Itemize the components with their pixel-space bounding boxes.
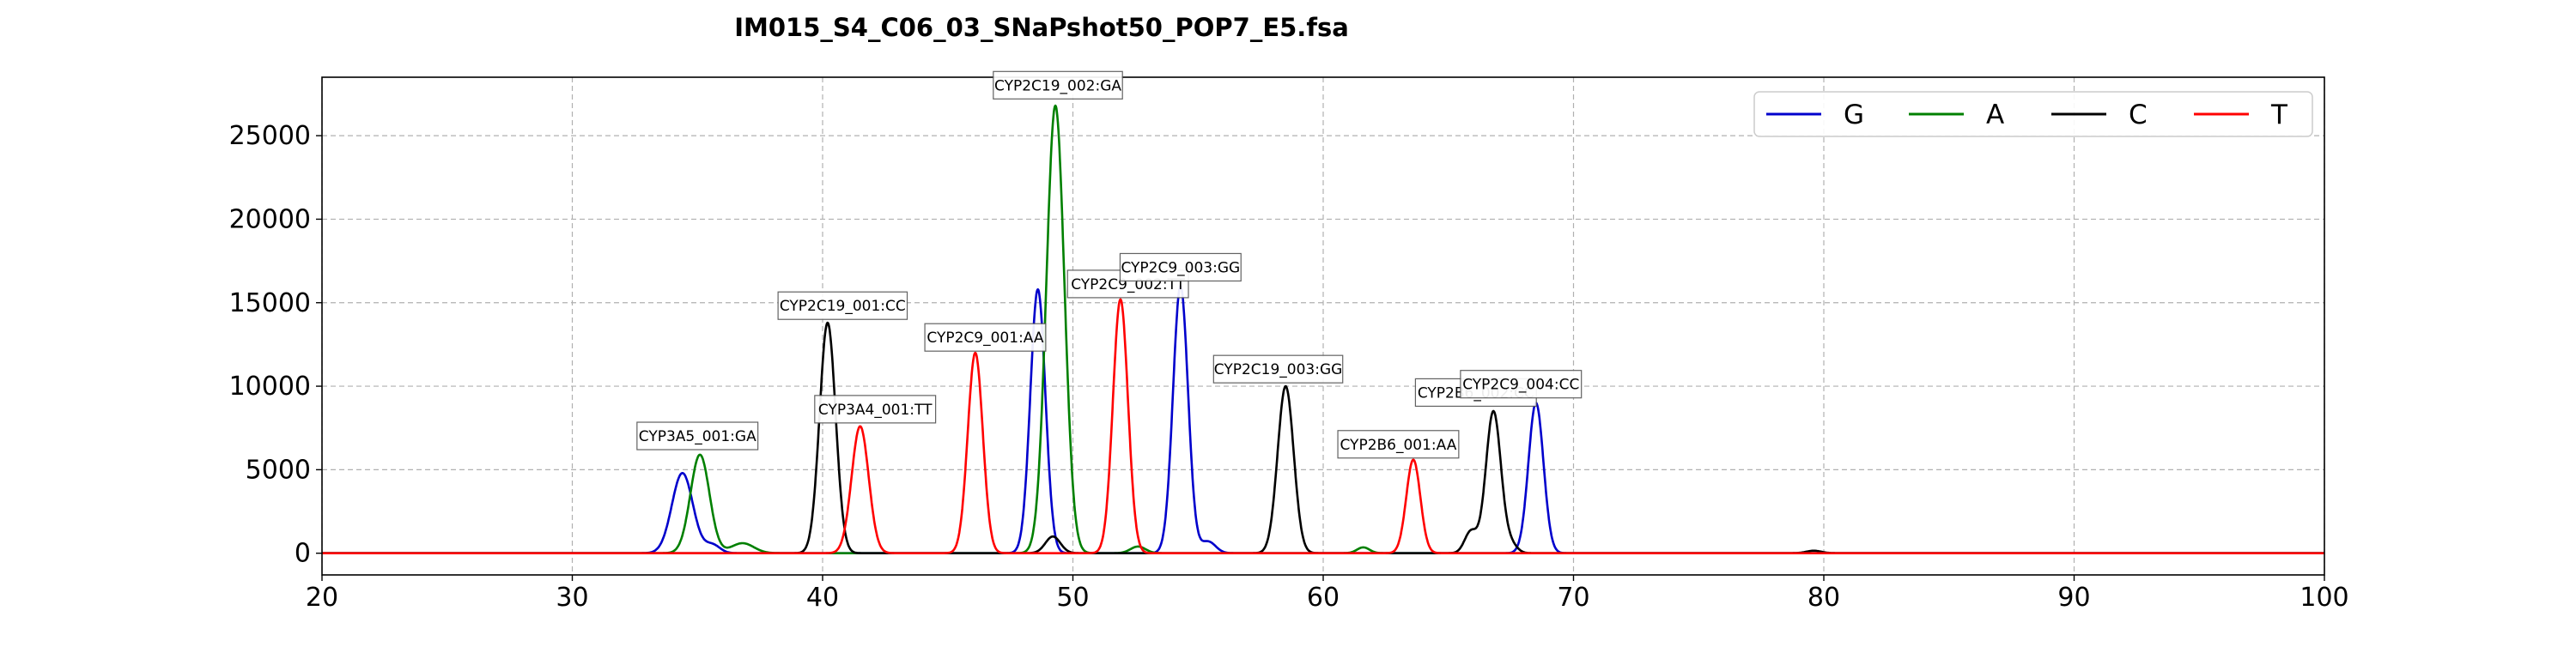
- x-tick-label: 90: [2057, 583, 2090, 613]
- peak-annotation: CYP2C9_004:CC: [1460, 370, 1583, 399]
- annotation-box: [814, 395, 937, 424]
- annotation-box: [1212, 354, 1344, 384]
- annotation-box: [636, 421, 759, 450]
- peak-annotation: CYP3A5_001:GA: [636, 421, 759, 450]
- series-line-T: [322, 298, 2324, 554]
- x-tick-label: 30: [556, 583, 588, 613]
- legend-label-C: C: [2129, 100, 2148, 130]
- y-tick-label: 25000: [229, 121, 311, 151]
- chart-title: IM015_S4_C06_03_SNaPshot50_POP7_E5.fsa: [734, 13, 1349, 42]
- annotation-box: [777, 291, 908, 320]
- peak-annotation: CYP2C19_002:GA: [993, 70, 1123, 100]
- x-tick-label: 50: [1056, 583, 1089, 613]
- annotation-label: CYP2C19_001:CC: [780, 298, 906, 315]
- y-tick-label: 20000: [229, 204, 311, 234]
- annotation-box: [1337, 430, 1460, 459]
- annotation-label: CYP2C9_001:AA: [927, 330, 1043, 347]
- annotation-layer: CYP3A5_001:GA CYP2C19_001:CC CYP3A4_001:TT…: [636, 70, 1583, 459]
- legend-label-T: T: [2270, 100, 2288, 130]
- peak-annotation: CYP3A4_001:TT: [814, 395, 937, 424]
- annotation-box: [993, 70, 1123, 100]
- annotation-label: CYP2C19_002:GA: [994, 77, 1121, 94]
- peak-annotation: CYP2C19_003:GG: [1212, 354, 1344, 384]
- annotation-label: CYP2C9_004:CC: [1462, 377, 1579, 394]
- y-tick-label: 0: [295, 539, 311, 569]
- annotation-label: CYP2B6_001:AA: [1340, 437, 1456, 454]
- y-tick-label: 5000: [246, 455, 311, 485]
- y-tick-label: 10000: [229, 372, 311, 402]
- annotation-label: CYP3A4_001:TT: [818, 402, 933, 419]
- x-tick-label: 20: [306, 583, 338, 613]
- legend-box: [1753, 91, 2313, 137]
- peak-annotation: CYP2C9_003:GG: [1119, 252, 1242, 282]
- series-layer: [322, 104, 2324, 554]
- peak-annotation: CYP2C9_001:AA: [924, 323, 1047, 352]
- annotation-box: [1460, 370, 1583, 399]
- x-tick-label: 60: [1307, 583, 1340, 613]
- legend-label-A: A: [1986, 100, 2004, 130]
- x-tick-label: 40: [806, 583, 839, 613]
- peak-annotation: CYP2B6_001:AA: [1337, 430, 1460, 459]
- y-tick-label: 15000: [229, 288, 311, 318]
- axis-layer: 20 30 40 50 60 70 80 90 100 0 5000 10000 15000 20000 2…: [229, 121, 2349, 613]
- legend-label-G: G: [1844, 100, 1864, 130]
- x-tick-label: 70: [1557, 583, 1589, 613]
- annotation-label: CYP3A5_001:GA: [639, 428, 756, 445]
- annotation-box: [924, 323, 1047, 352]
- x-tick-label: 100: [2300, 583, 2348, 613]
- annotation-label: CYP2C19_003:GG: [1214, 361, 1343, 378]
- x-tick-label: 80: [1807, 583, 1840, 613]
- annotation-label: CYP2C9_003:GG: [1121, 259, 1240, 276]
- annotation-box: [1119, 252, 1242, 282]
- grid-layer: [321, 77, 2325, 575]
- peak-annotation: CYP2C19_001:CC: [777, 291, 908, 320]
